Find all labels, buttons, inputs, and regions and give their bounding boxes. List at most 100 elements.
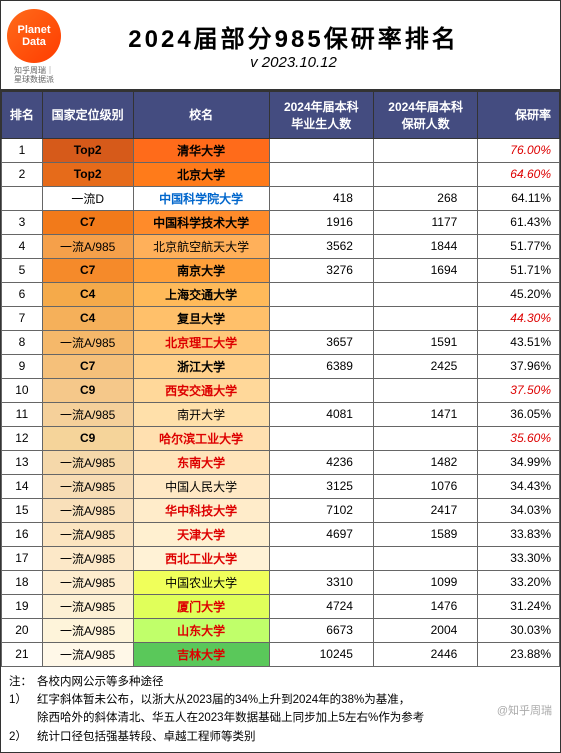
col-rank: 排名 <box>2 91 43 138</box>
cell-name: 北京航空航天大学 <box>133 234 269 258</box>
note-label-0: 注： <box>9 673 37 691</box>
note-0: 各校内网公示等多种途径 <box>37 673 164 691</box>
cell-graduates: 10245 <box>269 642 373 666</box>
cell-graduates: 6673 <box>269 618 373 642</box>
cell-rank: 7 <box>2 306 43 330</box>
page-title: 2024届部分985保研率排名 <box>67 19 520 54</box>
cell-rate: 45.20% <box>478 282 560 306</box>
cell-rank: 2 <box>2 162 43 186</box>
table-header-row: 排名 国家定位级别 校名 2024年届本科 毕业生人数 2024年届本科 保研人… <box>2 91 560 138</box>
logo-text-bottom: Data <box>22 36 46 48</box>
table-row: 4一流A/985北京航空航天大学3562184451.77% <box>2 234 560 258</box>
cell-rate: 33.83% <box>478 522 560 546</box>
cell-recommended <box>373 162 477 186</box>
table-row: 10C9西安交通大学37.50% <box>2 378 560 402</box>
col-rate: 保研率 <box>478 91 560 138</box>
cell-recommended: 2417 <box>373 498 477 522</box>
cell-rate: 35.60% <box>478 426 560 450</box>
table-row: 3C7中国科学技术大学1916117761.43% <box>2 210 560 234</box>
cell-rank <box>2 186 43 210</box>
table-row: 14一流A/985中国人民大学3125107634.43% <box>2 474 560 498</box>
cell-name: 浙江大学 <box>133 354 269 378</box>
cell-rank: 15 <box>2 498 43 522</box>
cell-graduates: 3276 <box>269 258 373 282</box>
cell-level: 一流A/985 <box>42 450 133 474</box>
cell-level: C7 <box>42 258 133 282</box>
table-row: 16一流A/985天津大学4697158933.83% <box>2 522 560 546</box>
table-row: 21一流A/985吉林大学10245244623.88% <box>2 642 560 666</box>
cell-recommended <box>373 378 477 402</box>
table-row: 12C9哈尔滨工业大学35.60% <box>2 426 560 450</box>
cell-rank: 9 <box>2 354 43 378</box>
cell-rank: 5 <box>2 258 43 282</box>
cell-level: 一流A/985 <box>42 498 133 522</box>
cell-level: 一流A/985 <box>42 474 133 498</box>
cell-name: 中国农业大学 <box>133 570 269 594</box>
cell-recommended: 1476 <box>373 594 477 618</box>
cell-rank: 4 <box>2 234 43 258</box>
cell-rank: 19 <box>2 594 43 618</box>
cell-name: 复旦大学 <box>133 306 269 330</box>
cell-level: 一流A/985 <box>42 594 133 618</box>
col-name: 校名 <box>133 91 269 138</box>
cell-graduates <box>269 138 373 162</box>
col-level: 国家定位级别 <box>42 91 133 138</box>
cell-level: 一流D <box>42 186 133 210</box>
cell-graduates: 1916 <box>269 210 373 234</box>
cell-level: C9 <box>42 426 133 450</box>
cell-rate: 31.24% <box>478 594 560 618</box>
cell-recommended: 1471 <box>373 402 477 426</box>
cell-rank: 14 <box>2 474 43 498</box>
cell-rank: 3 <box>2 210 43 234</box>
cell-graduates: 3562 <box>269 234 373 258</box>
cell-graduates: 6389 <box>269 354 373 378</box>
cell-rate: 33.30% <box>478 546 560 570</box>
cell-recommended <box>373 138 477 162</box>
table-row: 11一流A/985南开大学4081147136.05% <box>2 402 560 426</box>
cell-name: 南京大学 <box>133 258 269 282</box>
cell-level: Top2 <box>42 138 133 162</box>
cell-rate: 34.43% <box>478 474 560 498</box>
cell-rate: 34.03% <box>478 498 560 522</box>
version-date: v 2023.10.12 <box>67 54 520 71</box>
cell-level: C7 <box>42 354 133 378</box>
cell-level: 一流A/985 <box>42 330 133 354</box>
logo-subtitle: 知乎周瑞｜ 星球数据派 <box>1 67 67 85</box>
table-row: 2Top2北京大学64.60% <box>2 162 560 186</box>
logo-text-top: Planet <box>17 24 50 36</box>
cell-recommended: 1076 <box>373 474 477 498</box>
cell-rank: 13 <box>2 450 43 474</box>
ranking-table: 排名 国家定位级别 校名 2024年届本科 毕业生人数 2024年届本科 保研人… <box>1 91 560 667</box>
cell-rank: 17 <box>2 546 43 570</box>
cell-rate: 61.43% <box>478 210 560 234</box>
cell-rank: 1 <box>2 138 43 162</box>
cell-graduates <box>269 546 373 570</box>
cell-recommended: 268 <box>373 186 477 210</box>
notes-section: 注：各校内网公示等多种途径 1）红字斜体暂未公布，以浙大从2023届的34%上升… <box>1 667 560 753</box>
cell-name: 天津大学 <box>133 522 269 546</box>
cell-rank: 8 <box>2 330 43 354</box>
cell-graduates: 3125 <box>269 474 373 498</box>
cell-name: 吉林大学 <box>133 642 269 666</box>
cell-rank: 12 <box>2 426 43 450</box>
ranking-table-container: Planet Data 知乎周瑞｜ 星球数据派 2024届部分985保研率排名 … <box>0 0 561 753</box>
cell-graduates: 4081 <box>269 402 373 426</box>
cell-rate: 43.51% <box>478 330 560 354</box>
cell-recommended <box>373 546 477 570</box>
cell-rank: 20 <box>2 618 43 642</box>
cell-graduates: 418 <box>269 186 373 210</box>
cell-recommended: 1844 <box>373 234 477 258</box>
cell-recommended: 2446 <box>373 642 477 666</box>
cell-graduates <box>269 306 373 330</box>
cell-rate: 51.71% <box>478 258 560 282</box>
cell-level: C7 <box>42 210 133 234</box>
cell-recommended: 1177 <box>373 210 477 234</box>
table-row: 一流D中国科学院大学41826864.11% <box>2 186 560 210</box>
cell-level: C9 <box>42 378 133 402</box>
cell-rate: 34.99% <box>478 450 560 474</box>
note-label-2: 2） <box>9 728 37 746</box>
cell-level: 一流A/985 <box>42 642 133 666</box>
table-row: 17一流A/985西北工业大学33.30% <box>2 546 560 570</box>
cell-recommended <box>373 426 477 450</box>
cell-graduates <box>269 282 373 306</box>
